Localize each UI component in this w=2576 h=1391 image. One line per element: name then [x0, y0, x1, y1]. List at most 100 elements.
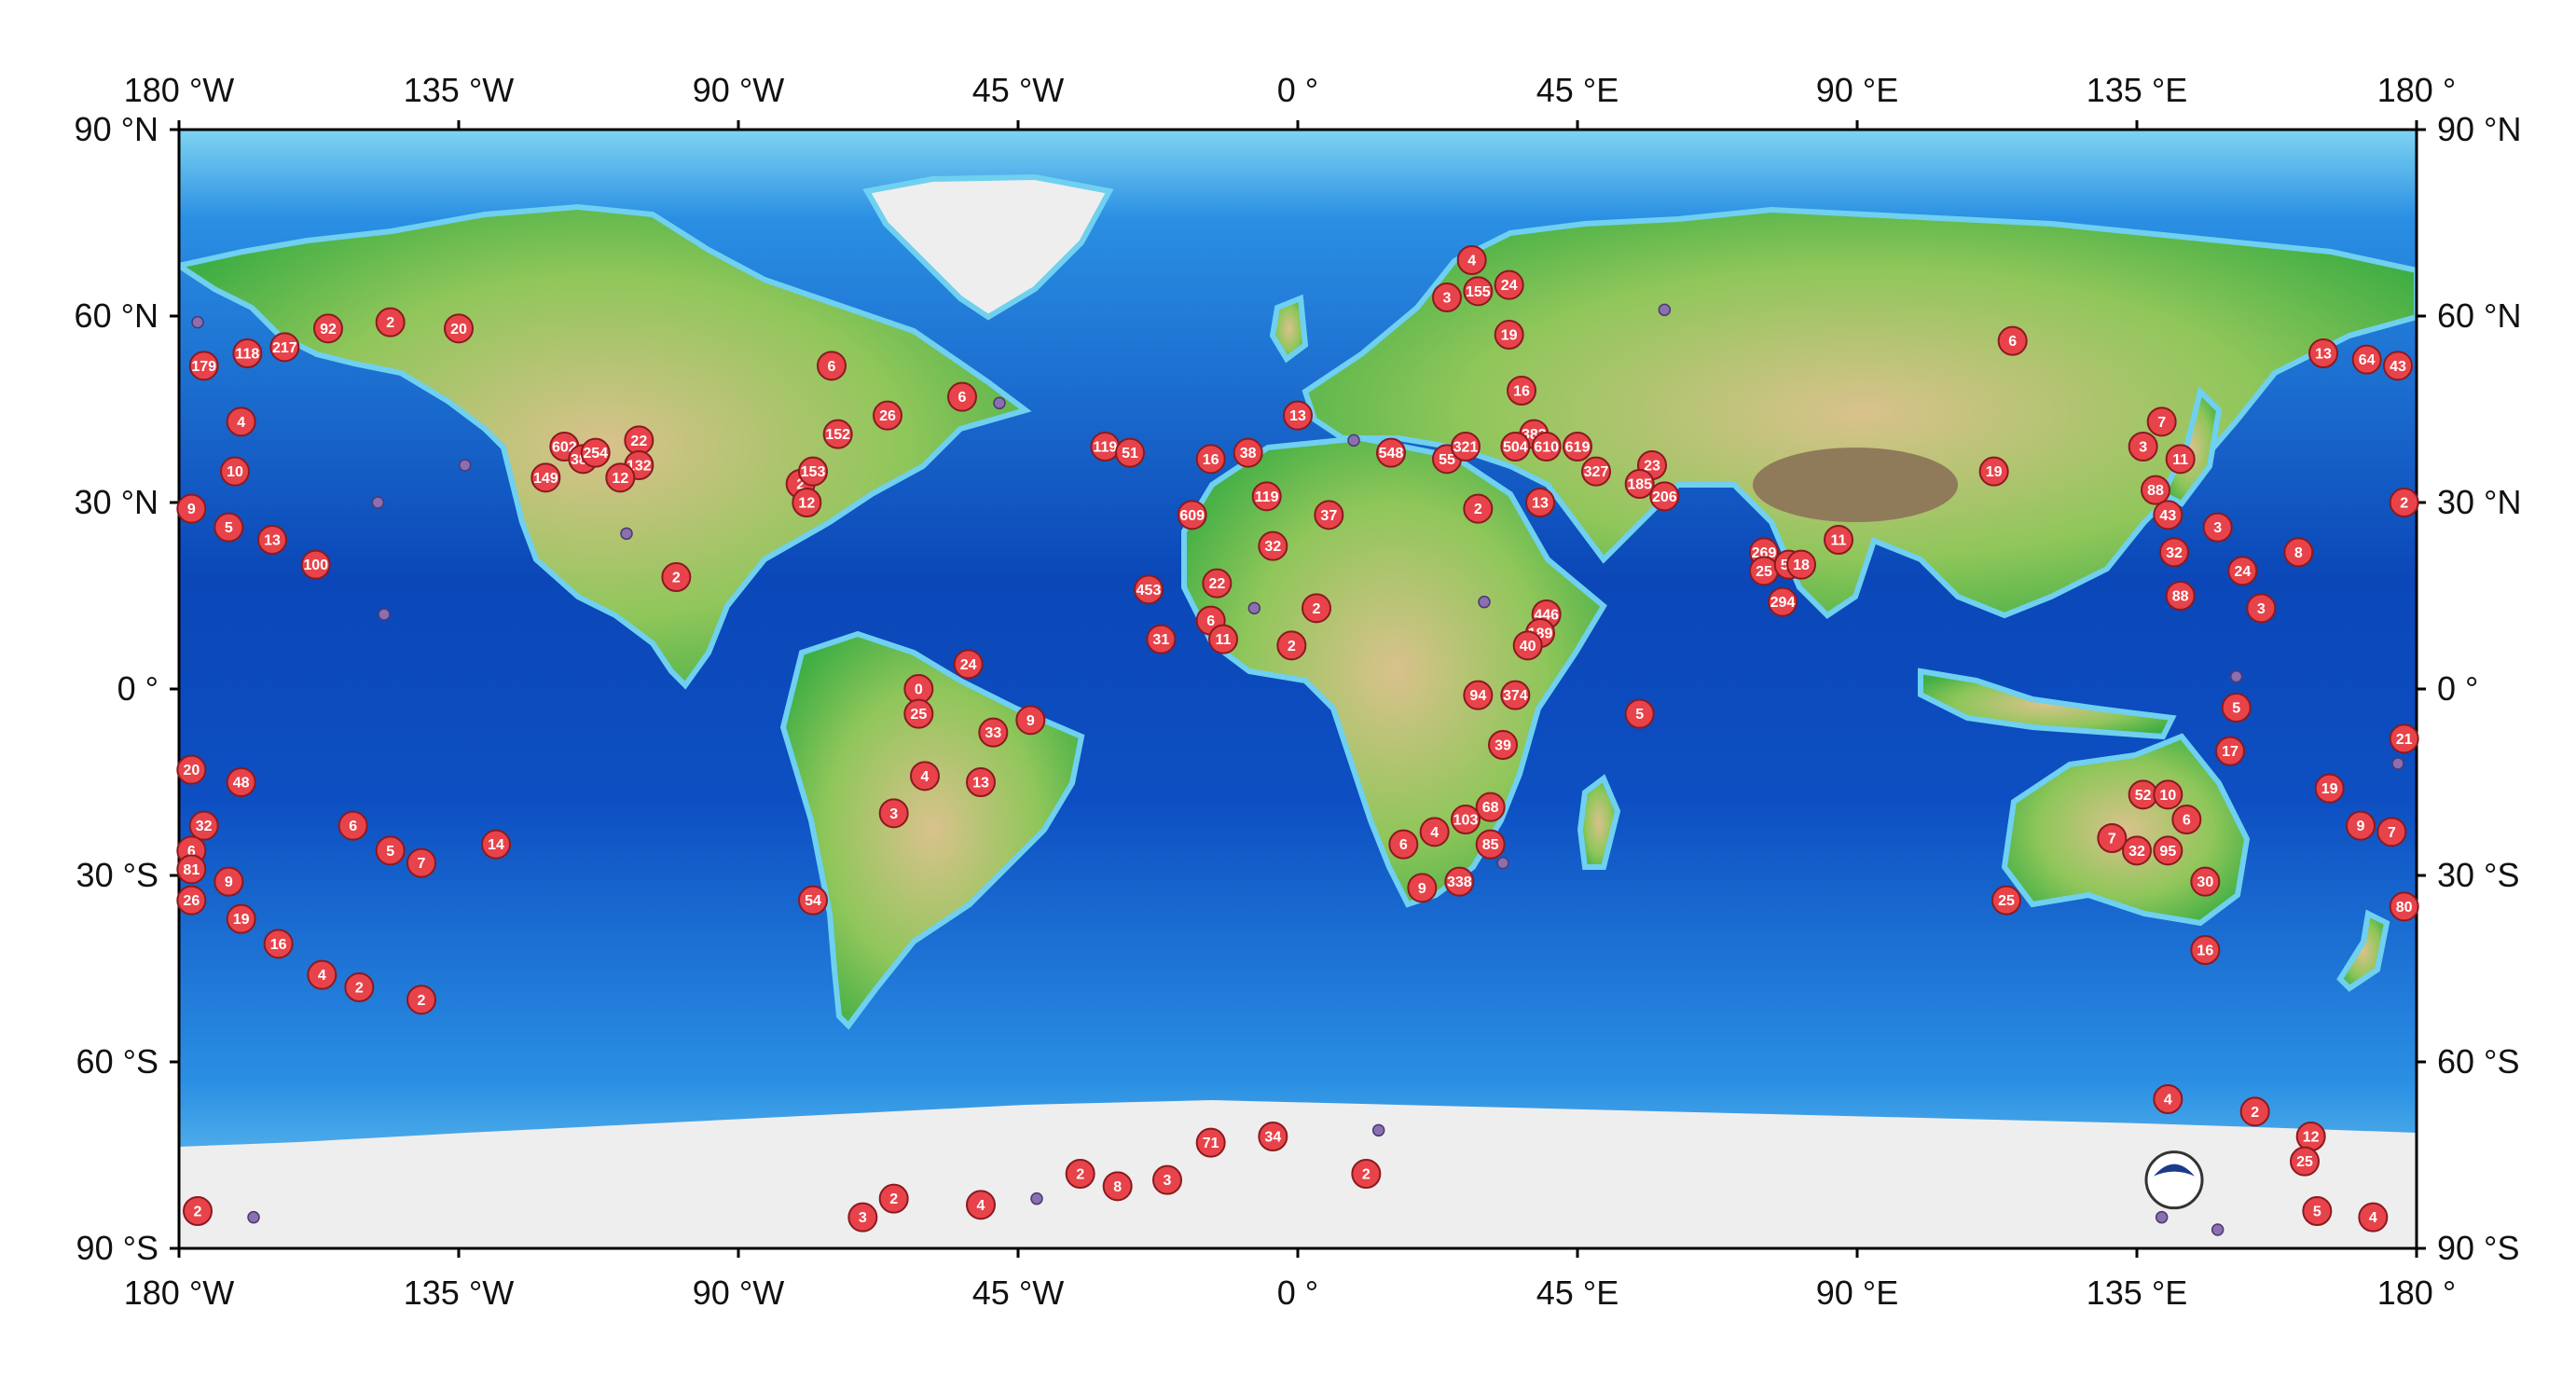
station-marker[interactable]: 13 [257, 525, 287, 555]
station-marker[interactable]: 14 [481, 829, 511, 860]
station-marker[interactable]: 152 [822, 419, 853, 449]
station-marker[interactable]: 119 [1090, 432, 1121, 461]
station-marker[interactable]: 9 [214, 866, 244, 897]
station-marker[interactable]: 20 [176, 754, 207, 785]
station-marker[interactable]: 2 [1276, 630, 1307, 661]
station-marker[interactable]: 3 [1152, 1164, 1182, 1195]
station-marker[interactable]: 20 [444, 313, 474, 344]
station-marker[interactable]: 95 [2153, 835, 2183, 866]
station-marker[interactable]: 619 [1563, 432, 1592, 461]
station-marker[interactable]: 13 [2308, 338, 2338, 368]
station-marker[interactable]: 7 [406, 847, 436, 878]
station-marker[interactable]: 19 [1978, 456, 2009, 487]
station-marker[interactable]: 118 [232, 338, 263, 368]
station-marker[interactable]: 254 [580, 437, 611, 468]
station-marker[interactable]: 3 [2202, 512, 2233, 543]
station-marker[interactable]: 4 [910, 761, 940, 792]
station-marker[interactable]: 206 [1649, 481, 1680, 512]
station-marker[interactable]: 32 [2159, 537, 2189, 568]
station-marker[interactable]: 6 [817, 351, 847, 381]
station-marker[interactable]: 2 [878, 1183, 909, 1214]
station-marker[interactable]: 38 [1233, 437, 1263, 468]
station-marker[interactable]: 17 [2215, 736, 2245, 766]
station-marker[interactable]: 119 [1251, 481, 1282, 512]
station-marker[interactable]: 18 [1786, 549, 1816, 580]
station-marker[interactable]: 6 [947, 381, 977, 412]
station-marker[interactable]: 31 [1146, 624, 1177, 654]
station-marker[interactable]: 43 [2153, 500, 2183, 530]
station-marker[interactable]: 3 [1432, 282, 1462, 312]
station-marker[interactable]: 16 [1195, 444, 1226, 475]
station-marker[interactable]: 453 [1134, 574, 1164, 605]
station-marker[interactable]: 52 [2128, 779, 2158, 810]
station-marker[interactable]: 2 [661, 562, 692, 592]
station-marker[interactable]: 3 [878, 798, 909, 829]
station-marker[interactable]: 6 [2171, 805, 2202, 834]
station-marker[interactable]: 294 [1768, 586, 1798, 617]
station-marker[interactable]: 48 [226, 767, 256, 797]
station-marker[interactable]: 22 [624, 425, 654, 456]
station-marker[interactable]: 327 [1581, 456, 1611, 487]
station-marker[interactable]: 7 [2097, 823, 2128, 853]
station-marker[interactable]: 149 [530, 462, 561, 493]
station-marker[interactable]: 51 [1115, 437, 1145, 468]
station-marker[interactable]: 34 [1258, 1122, 1288, 1151]
station-marker[interactable]: 179 [188, 351, 219, 381]
station-marker[interactable]: 25 [2290, 1146, 2320, 1177]
station-marker[interactable]: 5 [375, 835, 406, 866]
station-marker[interactable]: 11 [1824, 525, 1853, 555]
station-marker[interactable]: 8 [1102, 1171, 1133, 1202]
station-marker[interactable]: 610 [1531, 432, 1562, 461]
station-marker[interactable]: 5 [2302, 1196, 2333, 1226]
station-marker[interactable]: 24 [2227, 556, 2258, 586]
station-marker[interactable]: 153 [798, 456, 828, 487]
station-marker[interactable]: 6 [1388, 829, 1419, 860]
station-marker[interactable]: 3 [847, 1202, 878, 1233]
station-marker[interactable]: 32 [1258, 530, 1288, 561]
station-marker[interactable]: 8 [2283, 537, 2314, 568]
station-marker[interactable]: 26 [176, 885, 207, 916]
station-marker[interactable]: 19 [2314, 773, 2345, 804]
station-marker[interactable]: 2 [2239, 1096, 2270, 1127]
station-marker[interactable]: 3 [2246, 593, 2277, 624]
station-marker[interactable]: 54 [798, 885, 828, 916]
station-marker[interactable]: 68 [1475, 792, 1506, 822]
station-marker[interactable]: 548 [1376, 437, 1406, 468]
station-marker[interactable]: 6 [337, 810, 368, 841]
station-marker[interactable]: 9 [176, 493, 207, 524]
station-marker[interactable]: 103 [1451, 805, 1481, 834]
station-marker[interactable]: 3 [2128, 432, 2158, 461]
station-marker[interactable]: 374 [1500, 680, 1531, 710]
station-marker[interactable]: 0 [903, 674, 934, 704]
station-marker[interactable]: 2 [406, 985, 436, 1015]
station-marker[interactable]: 4 [307, 959, 337, 990]
station-marker[interactable]: 100 [300, 549, 331, 580]
station-marker[interactable]: 32 [188, 810, 219, 841]
station-marker[interactable]: 2 [1302, 593, 1331, 624]
station-marker[interactable]: 12 [2295, 1122, 2326, 1151]
station-marker[interactable]: 71 [1195, 1127, 1226, 1158]
station-marker[interactable]: 504 [1500, 432, 1531, 461]
station-marker[interactable]: 11 [1208, 624, 1238, 654]
station-marker[interactable]: 10 [2153, 779, 2183, 810]
station-marker[interactable]: 22 [1202, 568, 1233, 599]
station-marker[interactable]: 10 [220, 456, 250, 487]
station-marker[interactable]: 25 [1749, 556, 1779, 586]
station-marker[interactable]: 4 [226, 406, 256, 437]
station-marker[interactable]: 2 [1065, 1159, 1095, 1189]
station-marker[interactable]: 39 [1488, 730, 1518, 760]
station-marker[interactable]: 5 [1624, 698, 1655, 729]
station-marker[interactable]: 155 [1463, 276, 1494, 307]
station-marker[interactable]: 40 [1512, 630, 1543, 661]
station-marker[interactable]: 6 [1997, 325, 2028, 356]
station-marker[interactable]: 33 [978, 717, 1009, 748]
station-marker[interactable]: 88 [2165, 581, 2196, 611]
station-marker[interactable]: 13 [1525, 488, 1555, 517]
station-marker[interactable]: 4 [1419, 817, 1450, 847]
station-marker[interactable]: 7 [2146, 406, 2177, 437]
station-marker[interactable]: 85 [1475, 829, 1506, 860]
station-marker[interactable]: 9 [1015, 705, 1046, 736]
station-marker[interactable]: 9 [1407, 873, 1438, 903]
station-marker[interactable]: 2 [2389, 488, 2419, 517]
station-marker[interactable]: 16 [2190, 935, 2221, 965]
